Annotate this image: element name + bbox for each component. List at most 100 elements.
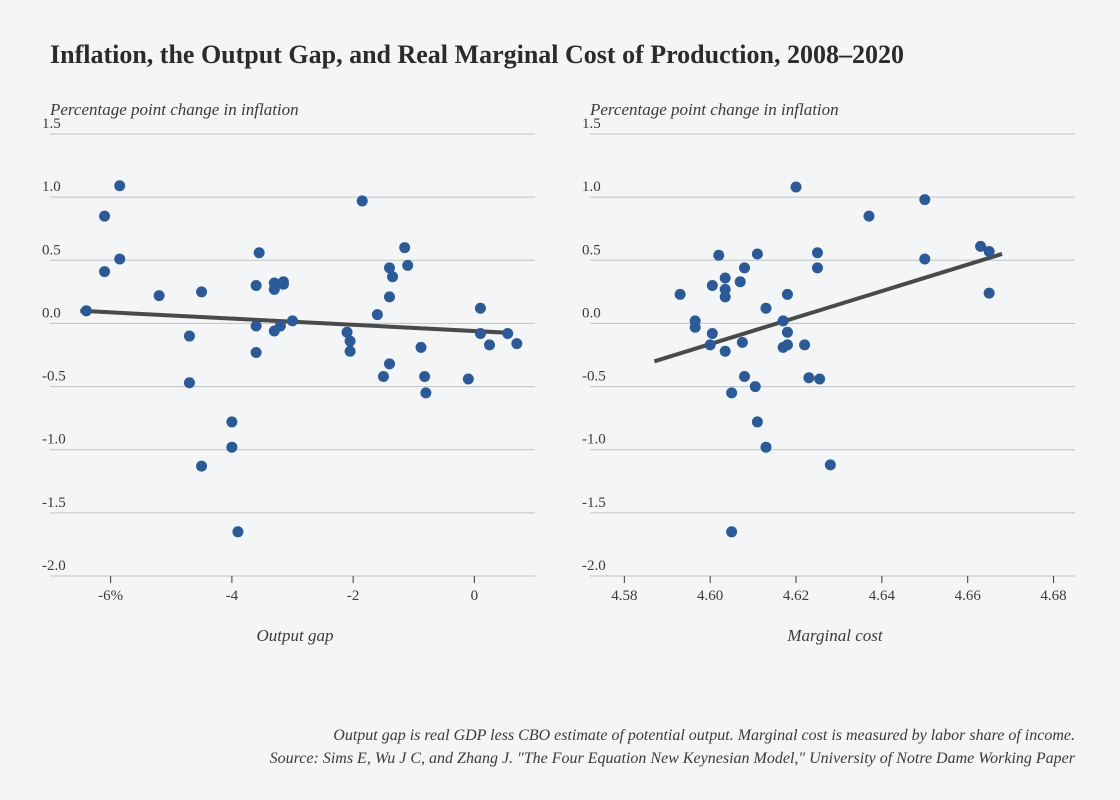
scatter-point xyxy=(275,320,286,331)
scatter-point xyxy=(502,328,513,339)
scatter-point xyxy=(475,303,486,314)
right-panel: Percentage point change in inflation 1.5… xyxy=(590,100,1080,646)
scatter-point xyxy=(463,373,474,384)
y-tick-label: 0.0 xyxy=(42,305,61,321)
scatter-point xyxy=(984,246,995,257)
scatter-point xyxy=(760,442,771,453)
scatter-point xyxy=(863,211,874,222)
scatter-point xyxy=(984,288,995,299)
left-panel: Percentage point change in inflation 1.5… xyxy=(50,100,540,646)
scatter-point xyxy=(416,342,427,353)
scatter-point xyxy=(254,247,265,258)
left-plot-area: 1.51.00.50.0-0.5-1.0-1.5-2.0-6%-4-20 xyxy=(50,126,540,596)
x-tick-label: 4.62 xyxy=(783,588,809,604)
right-plot-area: 1.51.00.50.0-0.5-1.0-1.5-2.04.584.604.62… xyxy=(590,126,1080,596)
x-tick-label: -6% xyxy=(98,588,123,604)
scatter-point xyxy=(278,279,289,290)
scatter-point xyxy=(782,339,793,350)
scatter-point xyxy=(782,289,793,300)
x-tick-label: 0 xyxy=(471,588,479,604)
scatter-point xyxy=(690,322,701,333)
x-tick-label: -4 xyxy=(226,588,239,604)
y-tick-label: -1.0 xyxy=(582,432,606,448)
scatter-point xyxy=(226,442,237,453)
scatter-point xyxy=(739,371,750,382)
footnote-line-2: Source: Sims E, Wu J C, and Zhang J. "Th… xyxy=(270,748,1075,770)
scatter-point xyxy=(342,327,353,338)
scatter-point xyxy=(737,337,748,348)
scatter-point xyxy=(154,290,165,301)
scatter-point xyxy=(384,358,395,369)
scatter-point xyxy=(384,291,395,302)
scatter-point xyxy=(196,286,207,297)
chart-container: Inflation, the Output Gap, and Real Marg… xyxy=(0,0,1120,800)
scatter-point xyxy=(357,195,368,206)
left-scatter-svg: 1.51.00.50.0-0.5-1.0-1.5-2.0-6%-4-20 xyxy=(50,126,540,596)
left-x-label: Output gap xyxy=(50,626,540,646)
scatter-point xyxy=(812,247,823,258)
scatter-point xyxy=(232,526,243,537)
y-tick-label: -0.5 xyxy=(582,369,606,385)
footnote-block: Output gap is real GDP less CBO estimate… xyxy=(270,725,1075,770)
x-tick-label: 4.64 xyxy=(869,588,896,604)
scatter-point xyxy=(812,262,823,273)
scatter-point xyxy=(675,289,686,300)
scatter-point xyxy=(475,328,486,339)
y-tick-label: -0.5 xyxy=(42,369,66,385)
scatter-point xyxy=(778,315,789,326)
scatter-point xyxy=(726,387,737,398)
scatter-point xyxy=(226,416,237,427)
y-tick-label: -1.5 xyxy=(582,495,606,511)
x-tick-label: 4.68 xyxy=(1040,588,1066,604)
scatter-point xyxy=(196,461,207,472)
scatter-point xyxy=(114,180,125,191)
scatter-point xyxy=(720,291,731,302)
scatter-point xyxy=(184,377,195,388)
scatter-point xyxy=(705,339,716,350)
y-tick-label: 1.0 xyxy=(582,179,601,195)
y-tick-label: 0.5 xyxy=(42,242,61,258)
scatter-point xyxy=(803,372,814,383)
left-y-title: Percentage point change in inflation xyxy=(50,100,540,120)
scatter-point xyxy=(99,211,110,222)
scatter-point xyxy=(713,250,724,261)
scatter-point xyxy=(184,331,195,342)
right-y-title: Percentage point change in inflation xyxy=(590,100,1080,120)
scatter-point xyxy=(919,194,930,205)
y-tick-label: -1.0 xyxy=(42,432,66,448)
y-tick-label: 0.5 xyxy=(582,242,601,258)
y-tick-label: -1.5 xyxy=(42,495,66,511)
scatter-point xyxy=(752,248,763,259)
scatter-point xyxy=(814,373,825,384)
x-tick-label: 4.66 xyxy=(955,588,982,604)
y-tick-label: 1.0 xyxy=(42,179,61,195)
scatter-point xyxy=(782,327,793,338)
scatter-point xyxy=(287,315,298,326)
scatter-point xyxy=(419,371,430,382)
scatter-point xyxy=(378,371,389,382)
y-tick-label: 1.5 xyxy=(582,116,601,132)
scatter-point xyxy=(739,262,750,273)
scatter-point xyxy=(511,338,522,349)
x-tick-label: 4.60 xyxy=(697,588,723,604)
scatter-point xyxy=(707,328,718,339)
footnote-line-1: Output gap is real GDP less CBO estimate… xyxy=(270,725,1075,747)
scatter-point xyxy=(81,305,92,316)
scatter-point xyxy=(919,254,930,265)
scatter-point xyxy=(387,271,398,282)
y-tick-label: -2.0 xyxy=(42,558,66,574)
right-scatter-svg: 1.51.00.50.0-0.5-1.0-1.5-2.04.584.604.62… xyxy=(590,126,1080,596)
y-tick-label: 0.0 xyxy=(582,305,601,321)
x-tick-label: -2 xyxy=(347,588,360,604)
scatter-point xyxy=(251,320,262,331)
scatter-point xyxy=(99,266,110,277)
scatter-point xyxy=(760,303,771,314)
scatter-point xyxy=(750,381,761,392)
scatter-point xyxy=(372,309,383,320)
scatter-point xyxy=(752,416,763,427)
scatter-point xyxy=(791,182,802,193)
scatter-point xyxy=(825,459,836,470)
x-tick-label: 4.58 xyxy=(611,588,637,604)
scatter-point xyxy=(345,346,356,357)
scatter-point xyxy=(735,276,746,287)
